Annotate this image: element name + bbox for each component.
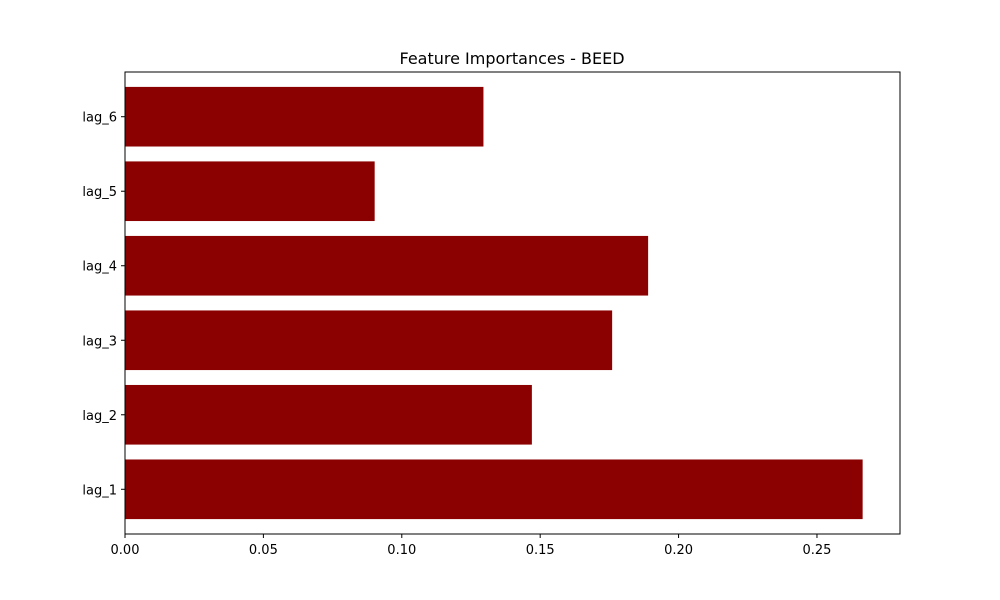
x-tick-label-2: 0.10 bbox=[387, 543, 416, 558]
y-axis: lag_1 lag_2 lag_3 lag_4 lag_5 lag_6 bbox=[82, 111, 125, 498]
y-tick-label-lag_6: lag_6 bbox=[82, 111, 117, 126]
y-tick-label-lag_1: lag_1 bbox=[82, 483, 117, 498]
bar-lag_1 bbox=[125, 459, 863, 520]
x-tick-label-5: 0.25 bbox=[802, 543, 831, 558]
chart-title: Feature Importances - BEED bbox=[399, 49, 624, 68]
x-tick-label-3: 0.15 bbox=[526, 543, 555, 558]
plot-frame bbox=[124, 71, 901, 535]
bar-lag_6 bbox=[125, 86, 484, 147]
bar-lag_4 bbox=[125, 235, 649, 296]
x-axis: 0.00 0.05 0.10 0.15 0.20 0.25 bbox=[111, 534, 831, 558]
y-tick-label-lag_4: lag_4 bbox=[82, 260, 117, 275]
y-tick-label-lag_3: lag_3 bbox=[82, 334, 117, 349]
bar-lag_5 bbox=[125, 161, 375, 222]
y-tick-label-lag_2: lag_2 bbox=[82, 409, 117, 424]
bar-lag_2 bbox=[125, 384, 532, 445]
bar-lag_3 bbox=[125, 310, 613, 371]
bars-group bbox=[125, 86, 863, 520]
x-tick-label-0: 0.00 bbox=[111, 543, 140, 558]
x-tick-label-4: 0.20 bbox=[664, 543, 693, 558]
x-tick-label-1: 0.05 bbox=[249, 543, 278, 558]
y-tick-label-lag_5: lag_5 bbox=[82, 185, 117, 200]
